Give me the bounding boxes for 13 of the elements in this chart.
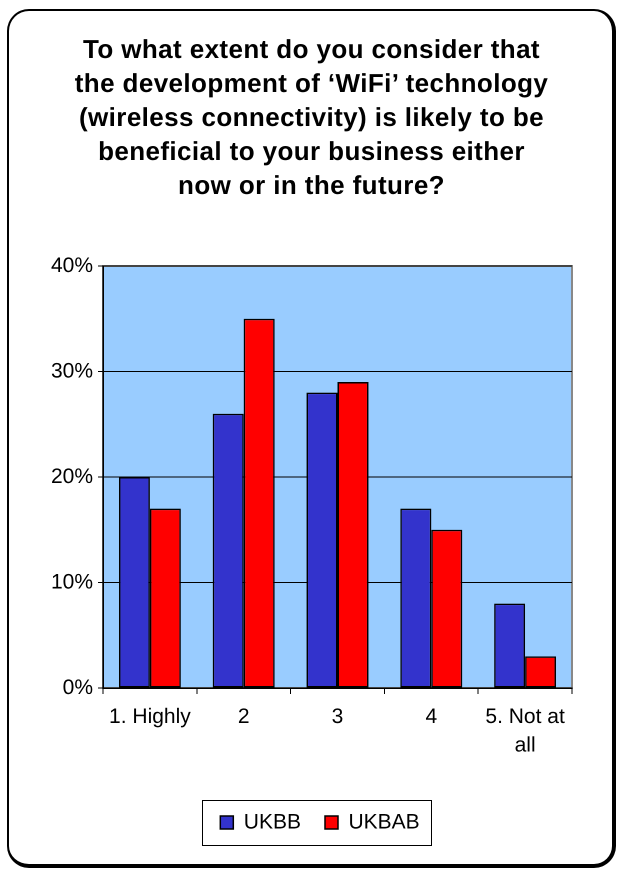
y-tick-label: 0% [62,676,93,699]
y-tick-label: 10% [50,570,93,594]
y-tick-label: 20% [50,464,93,488]
legend-label: UKBB [244,810,301,834]
x-tick-label: 5. Not at all [485,704,565,756]
x-tick-label: 4 [425,704,438,728]
chart-title: To what extent do you consider that the development of ‘WiFi’ technology (wireless connectivity) is likely to be beneficial to your business either now or in the future? [74,33,550,202]
x-tick-label: 3 [332,704,344,728]
y-tick-label: 30% [50,359,93,382]
y-tick-label: 40% [50,254,93,277]
legend-label: UKBAB [348,810,420,834]
x-tick-label: 1. Highly [109,704,192,728]
x-tick-label: 2 [238,704,250,728]
